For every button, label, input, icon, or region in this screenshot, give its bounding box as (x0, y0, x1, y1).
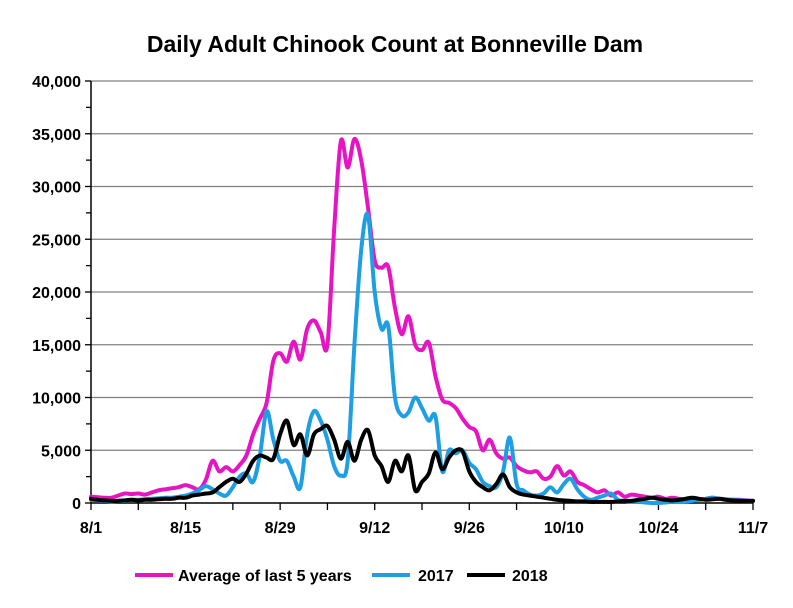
x-tick-label: 10/24 (638, 520, 678, 537)
x-tick-label: 10/10 (544, 520, 584, 537)
gridlines (91, 80, 753, 451)
y-tick-label: 15,000 (32, 338, 81, 355)
x-tick-label: 8/1 (80, 520, 102, 537)
x-axis-tick-labels: 8/1 8/15 8/29 9/12 9/26 10/10 10/24 11/7 (80, 520, 768, 537)
chart-title: Daily Adult Chinook Count at Bonneville … (147, 31, 643, 57)
series-lines (89, 137, 755, 506)
y-tick-label: 5,000 (41, 443, 81, 460)
legend-label: 2018 (512, 568, 548, 585)
y-tick-label: 10,000 (32, 391, 81, 408)
y-tick-label: 30,000 (32, 180, 81, 197)
series-line-average (89, 137, 755, 503)
x-tick-label: 8/29 (265, 520, 296, 537)
series-line-2018 (89, 418, 755, 504)
series-line-2017 (89, 211, 755, 506)
legend: Average of last 5 years 2017 2018 (135, 568, 548, 585)
legend-label: 2017 (418, 568, 454, 585)
legend-label: Average of last 5 years (178, 568, 352, 585)
y-tick-label: 0 (72, 496, 81, 513)
y-tick-label: 20,000 (32, 285, 81, 302)
x-tick-label: 11/7 (738, 520, 768, 537)
axes (85, 80, 754, 510)
y-tick-label: 40,000 (32, 74, 81, 91)
x-tick-label: 9/12 (359, 520, 390, 537)
x-tick-label: 9/26 (454, 520, 485, 537)
y-axis-tick-labels: 0 5,000 10,000 15,000 20,000 25,000 30,000 35,0… (32, 74, 81, 513)
y-tick-label: 25,000 (32, 232, 81, 249)
y-tick-label: 35,000 (32, 127, 81, 144)
x-tick-label: 8/15 (170, 520, 201, 537)
